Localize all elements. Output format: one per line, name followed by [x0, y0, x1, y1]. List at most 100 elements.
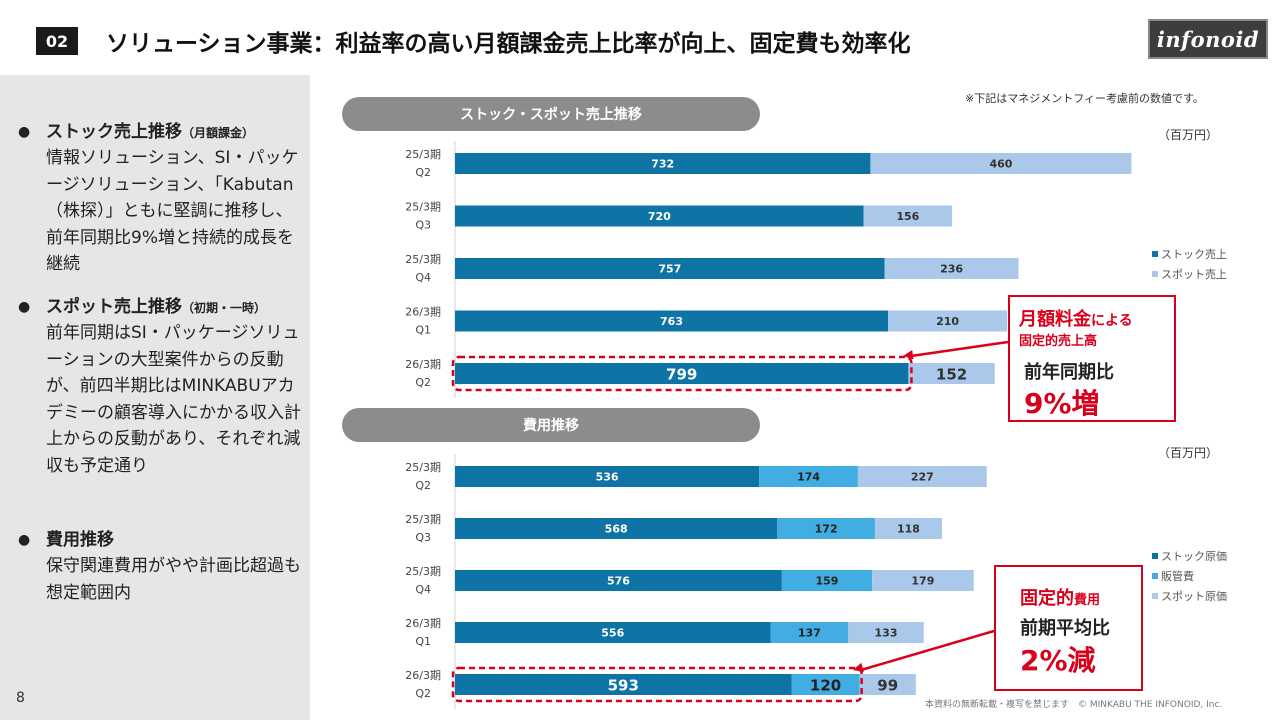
callout-arrow-sales [910, 340, 1009, 358]
category-label: 25/3期 [405, 565, 441, 578]
data-label: 159 [816, 575, 839, 588]
bullet-body: 前年同期はSI・パッケージソリューションの大型案件からの反動が、前四半期比はMI… [46, 323, 301, 476]
legend-swatch [1152, 553, 1158, 559]
data-label: 156 [896, 210, 919, 223]
bar-segment [857, 466, 987, 487]
data-label: 120 [810, 677, 841, 695]
data-label: 174 [797, 471, 820, 484]
highlight-box [451, 355, 913, 392]
data-label: 133 [875, 627, 898, 640]
data-label: 593 [608, 677, 639, 695]
bullet-dot-icon: ● [18, 299, 31, 315]
data-label: 568 [605, 523, 628, 536]
data-label: 720 [648, 210, 671, 223]
bar-segment [908, 363, 995, 384]
data-label: 576 [607, 575, 630, 588]
legend-swatch [1152, 573, 1158, 579]
bar-segment [863, 205, 953, 227]
bullet-body: 保守関連費用がやや計画比超過も想定範囲内 [46, 556, 301, 603]
slide-header: 02 ソリューション事業：利益率の高い月額課金売上比率が向上、固定費も効率化 i… [0, 0, 1280, 75]
category-label: 26/3期 [405, 306, 441, 319]
bar-segment [455, 363, 909, 384]
category-label: 25/3期 [405, 513, 441, 526]
bar-segment [455, 466, 760, 487]
bullet-dot-icon: ● [18, 124, 31, 140]
bar-segment [455, 518, 778, 539]
data-label: 460 [989, 158, 1012, 171]
data-label: 152 [936, 366, 967, 384]
callout-arrow-cost [860, 629, 995, 672]
bar-segment [777, 518, 875, 539]
category-label: Q2 [415, 479, 431, 492]
category-label: 25/3期 [405, 253, 441, 266]
bar-segment [455, 258, 885, 279]
category-label: 25/3期 [405, 201, 441, 214]
category-label: Q2 [415, 376, 431, 389]
bar-segment [859, 674, 916, 695]
data-label: 799 [666, 366, 697, 384]
callout-arrow-cost-head [853, 662, 864, 672]
bar-segment [455, 674, 792, 695]
category-label: Q3 [415, 531, 431, 544]
page-title: ソリューション事業：利益率の高い月額課金売上比率が向上、固定費も効率化 [106, 31, 911, 57]
bullet-body: 情報ソリューション、SI・パッケージソリューション、「Kabutan（株探）」と… [46, 148, 299, 274]
unit-label-sales: （百万円） [1158, 128, 1219, 142]
data-label: 536 [596, 471, 619, 484]
unit-label-cost: （百万円） [1158, 446, 1219, 460]
bar-segment [884, 258, 1019, 279]
category-label: Q4 [415, 583, 431, 596]
chart-title-cost: 費用推移 [342, 408, 760, 442]
callout-line2: 固定的売上高 [1019, 334, 1098, 349]
callout-line3: 前年同期比 [1024, 362, 1114, 383]
summary-panel: ● ストック売上推移（月額課金） 情報ソリューション、SI・パッケージソリューシ… [0, 75, 310, 720]
copyright-footer: 本資料の無断転載・複写を禁じます © MINKABU THE INFONOID,… [925, 700, 1223, 710]
data-label: 227 [911, 471, 934, 484]
callout-arrow-sales-head [903, 349, 914, 360]
category-label: Q3 [415, 219, 431, 232]
data-label: 172 [815, 523, 838, 536]
data-label: 118 [897, 523, 920, 536]
data-label: 757 [658, 263, 681, 276]
legend-label: ストック売上 [1161, 248, 1227, 261]
bullet-heading: 費用推移 [46, 530, 114, 550]
highlight-box [451, 666, 863, 703]
callout-line1: 固定的費用 [1020, 588, 1101, 609]
bar-segment [455, 205, 864, 227]
data-label: 556 [601, 627, 624, 640]
bar-segment [455, 570, 782, 591]
bar-segment [791, 674, 860, 695]
callout-line2: 前期平均比 [1020, 618, 1110, 639]
data-label: 99 [877, 677, 898, 695]
bar-segment [872, 570, 974, 591]
category-label: 26/3期 [405, 669, 441, 682]
callout-sales: 月額料金による 固定的売上高 前年同期比 9%増 [1008, 295, 1176, 422]
chart-title-sales: ストック・スポット売上推移 [342, 97, 760, 131]
callout-cost: 固定的費用 前期平均比 2%減 [994, 565, 1143, 691]
legend-label: スポット原価 [1161, 590, 1227, 603]
bar-segment [848, 622, 924, 643]
bar-segment [455, 622, 771, 643]
legend-label: 販管費 [1161, 569, 1194, 583]
bar-segment [455, 310, 889, 332]
category-label: Q1 [415, 635, 431, 648]
category-label: 25/3期 [405, 461, 441, 474]
callout-value: 2%減 [1020, 644, 1096, 677]
section-number: 02 [36, 27, 78, 55]
data-label: 137 [798, 627, 821, 640]
data-label: 763 [660, 315, 683, 328]
page-number: 8 [16, 690, 25, 706]
callout-value: 9%増 [1024, 387, 1100, 420]
bullet-dot-icon: ● [18, 532, 31, 548]
data-label: 179 [911, 575, 934, 588]
category-label: Q1 [415, 324, 431, 337]
footnote: ※下記はマネジメントフィー考慮前の数値です。 [965, 92, 1204, 105]
data-label: 732 [651, 158, 674, 171]
category-label: 26/3期 [405, 358, 441, 371]
legend-swatch [1152, 251, 1158, 257]
bar-segment [888, 310, 1008, 332]
bar-segment [455, 153, 871, 174]
category-label: Q4 [415, 271, 431, 284]
company-logo: infonoid [1148, 19, 1268, 59]
data-label: 210 [936, 315, 959, 328]
